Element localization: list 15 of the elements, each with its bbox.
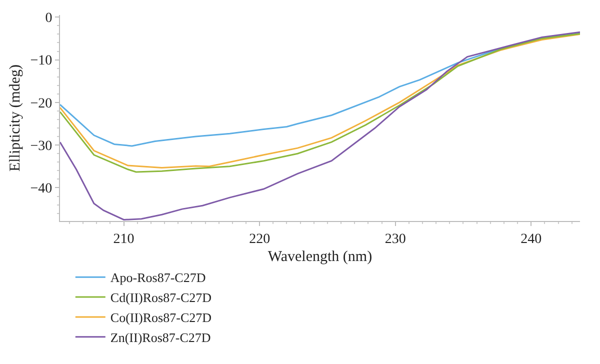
x-tick-label: 240 [520,232,542,247]
y-tick-label: −40 [30,182,52,197]
legend-label: Apo-Ros87-C27D [110,270,206,286]
legend-label: Co(II)Ros87-C27D [110,310,212,326]
y-axis-title: Ellipticity (mdeg) [8,64,24,172]
y-tick-label: −30 [30,138,52,154]
x-tick-label: 220 [249,232,270,247]
y-tick-label: −10 [30,54,52,69]
y-tick-label: −20 [30,96,52,112]
x-tick-label: 230 [384,232,406,247]
legend-label: Zn(II)Ros87-C27D [110,330,211,345]
x-axis-title: Wavelength (nm) [268,248,372,265]
y-tick-label: 0 [45,11,52,26]
x-tick-label: 210 [113,232,134,247]
legend-label: Cd(II)Ros87-C27D [110,290,212,306]
